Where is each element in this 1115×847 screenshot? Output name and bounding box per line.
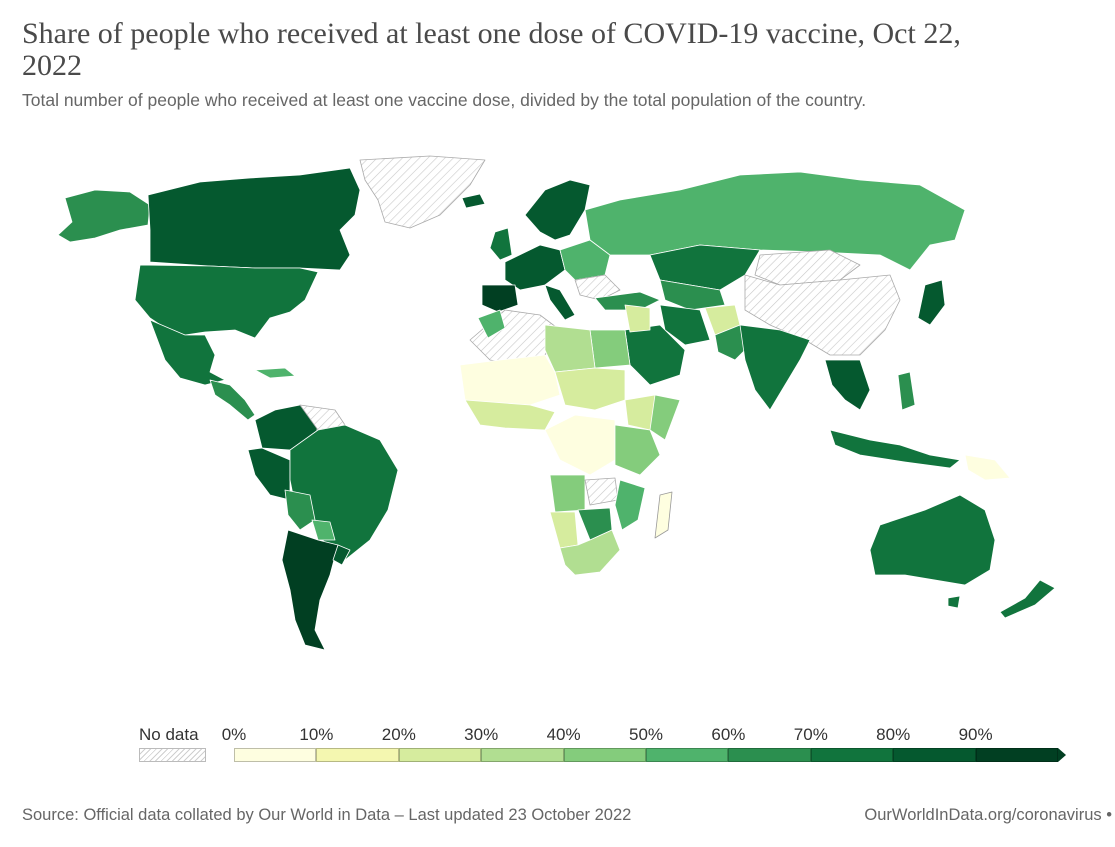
country-turkey[interactable] [594,291,661,311]
legend-bin[interactable] [234,748,317,762]
region-central-america[interactable] [209,379,256,421]
country-sudan[interactable] [554,367,626,411]
country-egypt[interactable] [589,329,631,369]
legend-tick-label: 70% [793,725,828,744]
country-canada[interactable] [147,167,361,271]
country-australia[interactable] [869,494,996,586]
country-iceland[interactable] [461,193,486,209]
world-map[interactable] [0,140,1115,700]
color-legend: No data 0% 10% 20% 30% 40% 50% 60% 70% 80% 90% [0,720,1115,780]
country-morocco[interactable] [477,309,506,339]
region-central-africa[interactable] [544,414,616,476]
region-caribbean[interactable] [254,367,296,379]
region-western-europe[interactable] [504,244,566,291]
region-west-africa[interactable] [464,399,556,431]
legend-bin[interactable] [810,748,894,762]
region-balkans[interactable] [574,274,621,301]
country-papua-new-guinea[interactable] [964,454,1011,481]
country-south-africa[interactable] [559,529,621,576]
country-bolivia[interactable] [284,489,316,531]
legend-tick-label: 50% [628,725,664,744]
country-mexico[interactable] [149,319,226,386]
country-indonesia[interactable] [829,429,961,469]
country-zambia[interactable] [584,477,619,506]
region-sahel[interactable] [459,354,561,406]
source-note: Source: Official data collated by Our Wo… [22,806,632,824]
country-tasmania[interactable] [947,595,961,609]
legend-bin[interactable] [646,748,729,762]
region-peru[interactable] [247,447,291,501]
country-madagascar[interactable] [654,491,673,539]
country-angola[interactable] [549,474,586,513]
legend-tick-label: 10% [299,725,334,744]
legend-bin[interactable] [316,748,399,762]
no-data-swatch [139,748,206,762]
legend-arrow [1058,748,1066,762]
legend-bin[interactable] [481,748,564,762]
chart-subtitle: Total number of people who received at l… [22,90,867,110]
country-japan[interactable] [917,279,946,326]
chart-title: Share of people who received at least on… [22,17,961,82]
owid-link[interactable]: OurWorldInData.org/coronavirus • [864,806,1112,824]
legend-tick-label: 40% [546,725,581,744]
country-india[interactable] [739,324,811,411]
legend-tick-label: 90% [958,725,993,744]
legend-bin[interactable] [728,748,811,762]
no-data-label: No data [139,725,199,744]
country-paraguay[interactable] [311,519,336,541]
country-china[interactable] [744,274,901,356]
region-levant[interactable] [624,304,651,333]
legend-tick-label: 20% [381,725,416,744]
region-southeast-asia[interactable] [824,359,871,411]
legend-bin[interactable] [893,748,976,762]
legend-tick-label: 30% [464,725,499,744]
country-alaska[interactable] [57,189,151,243]
country-namibia[interactable] [549,511,579,549]
country-greenland[interactable] [359,155,486,229]
region-scandinavia[interactable] [524,179,591,241]
legend-bin[interactable] [398,748,482,762]
country-italy[interactable] [544,284,576,321]
country-uruguay[interactable] [332,544,351,566]
legend-bin[interactable] [975,748,1058,762]
country-philippines[interactable] [897,371,916,411]
legend-tick-label: 0% [221,725,247,744]
country-mozambique[interactable] [614,479,646,531]
country-uk[interactable] [489,227,513,261]
region-iberia[interactable] [481,284,519,313]
country-somalia[interactable] [649,394,681,441]
country-new-zealand[interactable] [999,579,1056,619]
legend-tick-label: 60% [711,725,746,744]
region-east-africa[interactable] [614,424,661,476]
legend-tick-label: 80% [876,725,911,744]
country-iran[interactable] [659,304,711,346]
country-argentina[interactable] [281,529,339,651]
legend-bin[interactable] [563,748,646,762]
country-libya[interactable] [544,324,596,373]
